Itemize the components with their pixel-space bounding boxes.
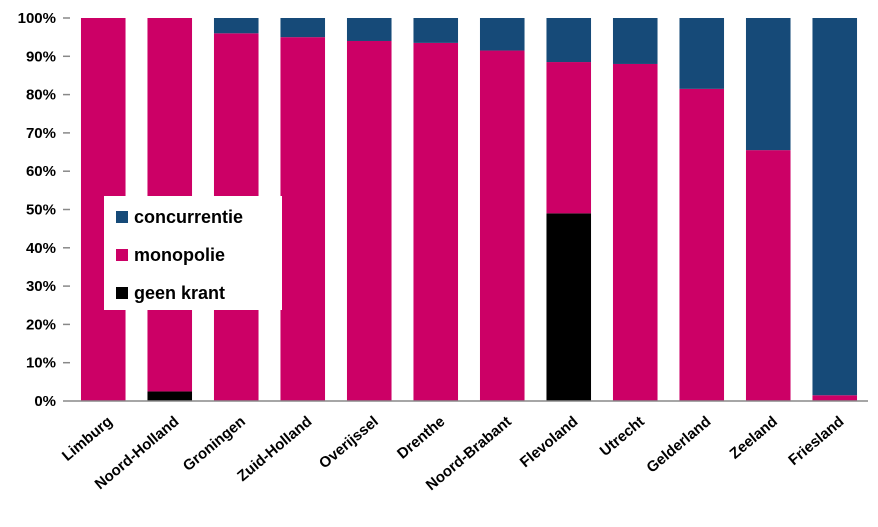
bar-segment <box>280 37 326 402</box>
x-tick-label: Drenthe <box>394 413 448 462</box>
y-tick-label: 20% <box>26 316 56 333</box>
bar-segment <box>679 88 725 401</box>
bar-segment <box>546 18 592 63</box>
legend-entry: monopolie <box>134 245 225 265</box>
legend-entry: concurrentie <box>134 207 243 227</box>
y-axis-ticks: 0% 10% 20% 30% 40% 50% 60% 70% 80% 90% 100% <box>18 10 70 410</box>
x-tick-label: Utrecht <box>597 413 648 460</box>
bar-segment <box>147 391 193 401</box>
x-tick-label: Groningen <box>180 413 249 475</box>
legend-swatch <box>116 287 128 299</box>
bar-segment <box>346 18 392 41</box>
legend-box <box>104 196 282 310</box>
x-tick-label: Limburg <box>59 413 116 465</box>
y-tick-label: 10% <box>26 355 56 372</box>
legend: concurrentie monopolie geen krant <box>104 196 282 310</box>
bar-segment <box>612 18 658 64</box>
y-tick-label: 0% <box>34 393 56 410</box>
x-tick-label: Flevoland <box>517 413 582 471</box>
y-tick-label: 60% <box>26 163 56 180</box>
x-tick-label: Gelderland <box>643 413 714 476</box>
x-tick-label: Zeeland <box>726 413 780 462</box>
y-tick-label: 40% <box>26 240 56 257</box>
bar-segment <box>413 18 459 43</box>
bar-segment <box>479 18 525 51</box>
y-tick-label: 30% <box>26 278 56 295</box>
bar-segment <box>812 395 858 401</box>
bar-segment <box>546 213 592 401</box>
bar-segment <box>745 18 791 151</box>
legend-entry: geen krant <box>134 283 225 303</box>
y-tick-label: 90% <box>26 48 56 65</box>
legend-swatch <box>116 211 128 223</box>
bar-segment <box>346 40 392 401</box>
y-tick-label: 100% <box>18 10 56 27</box>
bar-segment <box>745 150 791 401</box>
x-tick-label: Friesland <box>785 413 847 469</box>
y-tick-label: 80% <box>26 87 56 104</box>
bar-segment <box>679 18 725 89</box>
bar-segment <box>413 42 459 402</box>
legend-swatch <box>116 249 128 261</box>
x-axis-labels: LimburgNoord-HollandGroningenZuid-Hollan… <box>59 413 847 494</box>
y-tick-label: 50% <box>26 202 56 219</box>
bar-segment <box>479 50 525 402</box>
y-tick-label: 70% <box>26 125 56 142</box>
x-tick-label: Overijssel <box>316 413 382 472</box>
bar-segment <box>612 63 658 402</box>
bar-segment <box>280 18 326 38</box>
bar-segment <box>546 62 592 214</box>
bar-segment <box>213 18 259 34</box>
bar-segment <box>812 18 858 396</box>
